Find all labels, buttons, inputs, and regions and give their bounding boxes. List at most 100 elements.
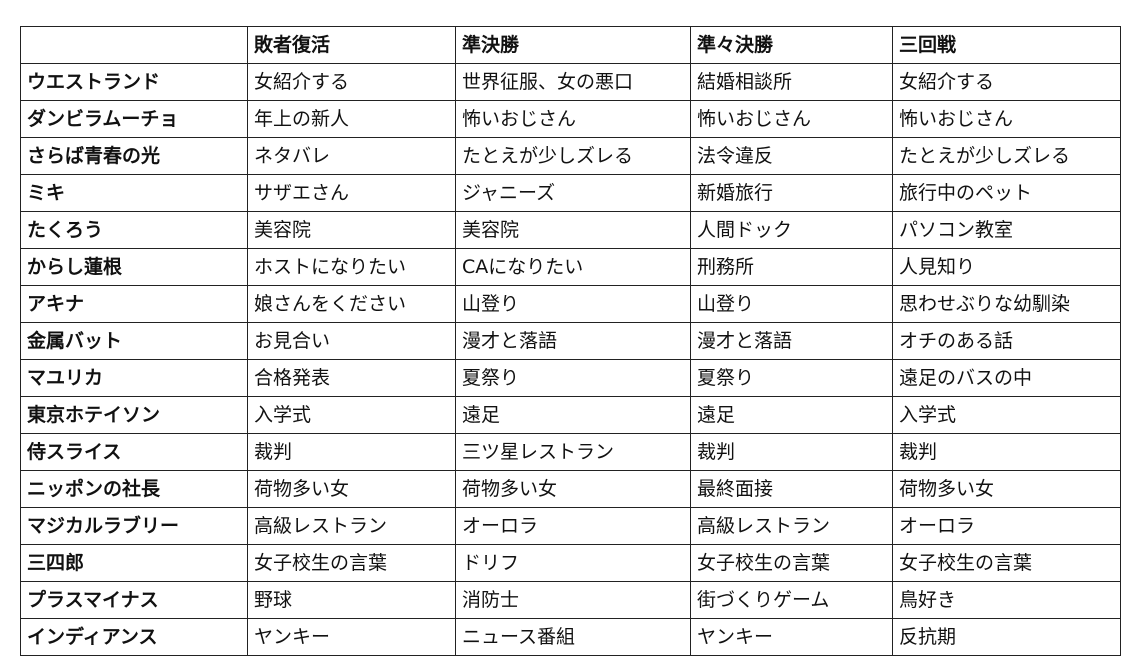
table-row: ニッポンの社長 荷物多い女 荷物多い女 最終面接 荷物多い女: [20, 470, 1121, 508]
table-cell: 年上の新人: [247, 100, 456, 138]
table-cell: 入学式: [892, 396, 1121, 434]
table-row: たくろう 美容院 美容院 人間ドック パソコン教室: [20, 211, 1121, 249]
table-cell: 人間ドック: [690, 211, 893, 249]
table-cell: ジャニーズ: [455, 174, 691, 212]
table-cell: 街づくりゲーム: [690, 581, 893, 619]
table-cell: オーロラ: [455, 507, 691, 545]
table-cell: 夏祭り: [455, 359, 691, 397]
table-cell: 野球: [247, 581, 456, 619]
row-header: ミキ: [20, 174, 248, 212]
table-row: さらば青春の光 ネタバレ たとえが少しズレる 法令違反 たとえが少しズレる: [20, 137, 1121, 175]
table-cell: 夏祭り: [690, 359, 893, 397]
row-header: さらば青春の光: [20, 137, 248, 175]
table-cell: 女子校生の言葉: [892, 544, 1121, 582]
row-header: ダンビラムーチョ: [20, 100, 248, 138]
table-cell: 高級レストラン: [247, 507, 456, 545]
table-row: インディアンス ヤンキー ニュース番組 ヤンキー 反抗期: [20, 618, 1121, 656]
table-cell: オーロラ: [892, 507, 1121, 545]
table-row: ウエストランド 女紹介する 世界征服、女の悪口 結婚相談所 女紹介する: [20, 63, 1121, 101]
table-cell: ドリフ: [455, 544, 691, 582]
column-header: 準々決勝: [690, 26, 893, 64]
table-row: からし蓮根 ホストになりたい CAになりたい 刑務所 人見知り: [20, 248, 1121, 286]
table-cell: 山登り: [455, 285, 691, 323]
table-cell: 鳥好き: [892, 581, 1121, 619]
table-cell: 美容院: [247, 211, 456, 249]
table-cell: ホストになりたい: [247, 248, 456, 286]
table-cell: 怖いおじさん: [892, 100, 1121, 138]
table-cell: お見合い: [247, 322, 456, 360]
table-row: 金属バット お見合い 漫才と落語 漫才と落語 オチのある話: [20, 322, 1121, 360]
row-header: プラスマイナス: [20, 581, 248, 619]
table-cell: 高級レストラン: [690, 507, 893, 545]
table-cell: 反抗期: [892, 618, 1121, 656]
table-cell: 漫才と落語: [455, 322, 691, 360]
column-header: 三回戦: [892, 26, 1121, 64]
table-row: ダンビラムーチョ 年上の新人 怖いおじさん 怖いおじさん 怖いおじさん: [20, 100, 1121, 138]
table-cell: 法令違反: [690, 137, 893, 175]
table-cell: 世界征服、女の悪口: [455, 63, 691, 101]
table-row: アキナ 娘さんをください 山登り 山登り 思わせぶりな幼馴染: [20, 285, 1121, 323]
table-cell: 最終面接: [690, 470, 893, 508]
row-header: マユリカ: [20, 359, 248, 397]
table-cell: 山登り: [690, 285, 893, 323]
row-header: たくろう: [20, 211, 248, 249]
table-cell: パソコン教室: [892, 211, 1121, 249]
table-cell: ニュース番組: [455, 618, 691, 656]
table-cell: 遠足: [690, 396, 893, 434]
table-cell: たとえが少しズレる: [892, 137, 1121, 175]
table-cell: CAになりたい: [455, 248, 691, 286]
table-cell: 旅行中のペット: [892, 174, 1121, 212]
table-cell: 女紹介する: [892, 63, 1121, 101]
table-row: 東京ホテイソン 入学式 遠足 遠足 入学式: [20, 396, 1121, 434]
table-cell: オチのある話: [892, 322, 1121, 360]
table-row: マジカルラブリー 高級レストラン オーロラ 高級レストラン オーロラ: [20, 507, 1121, 545]
table-cell: 合格発表: [247, 359, 456, 397]
table-cell: 美容院: [455, 211, 691, 249]
table-cell: ヤンキー: [247, 618, 456, 656]
row-header: ニッポンの社長: [20, 470, 248, 508]
table-cell: 思わせぶりな幼馴染: [892, 285, 1121, 323]
table-cell: ネタバレ: [247, 137, 456, 175]
table-cell: 漫才と落語: [690, 322, 893, 360]
header-row: 敗者復活 準決勝 準々決勝 三回戦: [20, 26, 1121, 64]
table-cell: 刑務所: [690, 248, 893, 286]
table-cell: 女子校生の言葉: [247, 544, 456, 582]
table-cell: 女紹介する: [247, 63, 456, 101]
results-table: 敗者復活 準決勝 準々決勝 三回戦 ウエストランド 女紹介する 世界征服、女の悪口 結婚相談所…: [20, 26, 1121, 656]
table-row: マユリカ 合格発表 夏祭り 夏祭り 遠足のバスの中: [20, 359, 1121, 397]
table-row: 侍スライス 裁判 三ツ星レストラン 裁判 裁判: [20, 433, 1121, 471]
table-cell: たとえが少しズレる: [455, 137, 691, 175]
table-cell: 荷物多い女: [247, 470, 456, 508]
row-header: 侍スライス: [20, 433, 248, 471]
table-cell: 怖いおじさん: [690, 100, 893, 138]
table-cell: 結婚相談所: [690, 63, 893, 101]
table-cell: 裁判: [247, 433, 456, 471]
table-cell: 入学式: [247, 396, 456, 434]
column-header: [20, 26, 248, 64]
column-header: 敗者復活: [247, 26, 456, 64]
table-cell: 裁判: [892, 433, 1121, 471]
row-header: 東京ホテイソン: [20, 396, 248, 434]
table-cell: 新婚旅行: [690, 174, 893, 212]
table-cell: サザエさん: [247, 174, 456, 212]
row-header: ウエストランド: [20, 63, 248, 101]
table-row: 三四郎 女子校生の言葉 ドリフ 女子校生の言葉 女子校生の言葉: [20, 544, 1121, 582]
table-cell: 怖いおじさん: [455, 100, 691, 138]
table-cell: 女子校生の言葉: [690, 544, 893, 582]
table-cell: 遠足のバスの中: [892, 359, 1121, 397]
row-header: 三四郎: [20, 544, 248, 582]
table-row: プラスマイナス 野球 消防士 街づくりゲーム 鳥好き: [20, 581, 1121, 619]
table-cell: 消防士: [455, 581, 691, 619]
row-header: マジカルラブリー: [20, 507, 248, 545]
table-cell: 裁判: [690, 433, 893, 471]
row-header: インディアンス: [20, 618, 248, 656]
table-cell: 遠足: [455, 396, 691, 434]
row-header: からし蓮根: [20, 248, 248, 286]
table-cell: 荷物多い女: [455, 470, 691, 508]
column-header: 準決勝: [455, 26, 691, 64]
table-cell: 荷物多い女: [892, 470, 1121, 508]
table-cell: ヤンキー: [690, 618, 893, 656]
row-header: アキナ: [20, 285, 248, 323]
table-cell: 娘さんをください: [247, 285, 456, 323]
row-header: 金属バット: [20, 322, 248, 360]
